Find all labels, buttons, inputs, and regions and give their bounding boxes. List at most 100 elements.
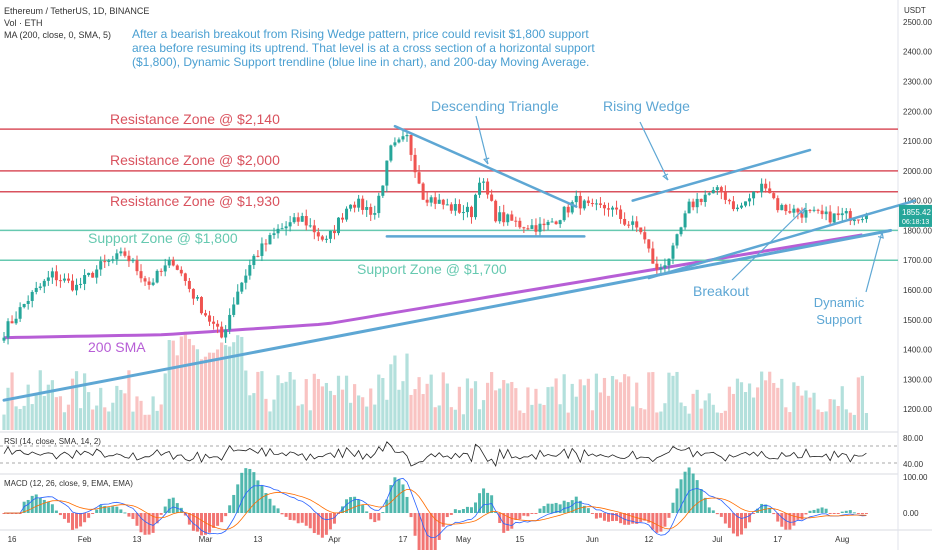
volume-bar (494, 390, 498, 430)
candle-body (707, 193, 711, 195)
candle-body (703, 194, 707, 203)
candle-body (421, 183, 425, 200)
candle-body (623, 218, 627, 225)
volume-bar (526, 387, 530, 430)
macd-histogram-bar (840, 511, 844, 513)
candle-body (864, 213, 868, 220)
candle-body (256, 255, 260, 257)
macd-histogram-bar (409, 513, 413, 518)
volume-bar (441, 372, 445, 430)
macd-histogram-bar (469, 507, 473, 513)
macd-histogram-bar (95, 509, 99, 513)
candle-body (602, 204, 606, 209)
macd-histogram-bar (91, 513, 95, 514)
arrow-descending-triangle-head (483, 157, 490, 165)
candle-body (127, 255, 131, 262)
macd-histogram-bar (441, 513, 445, 527)
candle-body (788, 211, 792, 213)
macd-histogram-bar (598, 513, 602, 518)
volume-bar (30, 404, 34, 430)
volume-bar (602, 377, 607, 430)
volume-bar (215, 349, 220, 430)
macd-histogram-bar (365, 511, 369, 513)
macd-histogram-bar (300, 513, 304, 523)
candle-body (163, 265, 167, 272)
candle-body (562, 206, 566, 221)
volume-bar (731, 393, 736, 430)
macd-histogram-bar (655, 513, 659, 533)
volume-bar (139, 400, 143, 430)
volume-bar (272, 399, 276, 430)
macd-histogram-bar (723, 513, 727, 524)
volume-bar (369, 388, 373, 430)
macd-histogram-bar (320, 513, 324, 538)
candle-body (99, 261, 103, 270)
macd-histogram-bar (788, 513, 792, 530)
candle-body (115, 253, 119, 260)
macd-histogram-bar (615, 513, 619, 521)
macd-histogram-bar (332, 513, 336, 524)
volume-bar (490, 372, 494, 430)
candle-body (328, 230, 332, 239)
candle-body (651, 248, 655, 264)
candle-body (320, 236, 324, 240)
volume-bar (808, 397, 812, 430)
volume-bar (570, 383, 574, 430)
candle-body (385, 160, 389, 186)
macd-histogram-bar (461, 508, 465, 513)
macd-histogram-bar (236, 484, 240, 513)
rsi-tick-label: 80.00 (903, 434, 924, 443)
axis-unit: USDT (904, 6, 926, 15)
volume-bar (425, 383, 429, 430)
macd-histogram-bar (58, 513, 62, 516)
macd-histogram-bar (38, 497, 42, 513)
volume-bar (453, 409, 457, 430)
macd-histogram-bar (687, 467, 691, 513)
volume-bar (240, 336, 244, 430)
sma-200-label: 200 SMA (88, 339, 146, 355)
volume-bar (687, 413, 691, 430)
countdown-timer: 06:18:13 (902, 219, 929, 226)
volume-bar (574, 396, 578, 430)
candle-body (143, 278, 147, 282)
candle-body (429, 197, 433, 203)
volume-bar (550, 386, 554, 430)
volume-bar (320, 386, 324, 430)
macd-histogram-bar (554, 502, 558, 513)
macd-histogram-bar (445, 513, 449, 518)
macd-histogram-bar (832, 513, 836, 514)
macd-histogram-bar (590, 513, 594, 514)
macd-histogram-bar (264, 493, 268, 513)
macd-histogram-bar (103, 506, 107, 513)
macd-histogram-bar (6, 513, 10, 514)
macd-histogram-bar (643, 513, 647, 521)
candle-body (87, 272, 91, 276)
macd-histogram-bar (71, 513, 75, 530)
macd-histogram-bar (800, 513, 804, 520)
volume-bar (473, 381, 478, 430)
candle-body (381, 185, 385, 196)
rsi-tick-label: 40.00 (903, 460, 924, 469)
candle-body (349, 204, 353, 209)
breakout-label: Breakout (693, 283, 749, 299)
candle-body (212, 321, 216, 324)
volume-bar (211, 352, 216, 430)
candle-body (280, 228, 284, 230)
candle-body (856, 219, 860, 221)
volume-bar (683, 406, 687, 430)
macd-histogram-bar (675, 488, 679, 513)
candle-body (216, 323, 220, 327)
macd-histogram-bar (506, 513, 510, 531)
macd-histogram-bar (381, 512, 385, 514)
candle-body (804, 210, 808, 218)
volume-bar (445, 383, 449, 430)
macd-histogram-bar (216, 513, 220, 526)
volume-bar (437, 405, 441, 430)
volume-bar (74, 371, 79, 430)
volume-bar (6, 387, 10, 430)
macd-histogram-bar (425, 513, 429, 550)
macd-histogram-bar (183, 513, 187, 516)
volume-bar (856, 377, 860, 430)
